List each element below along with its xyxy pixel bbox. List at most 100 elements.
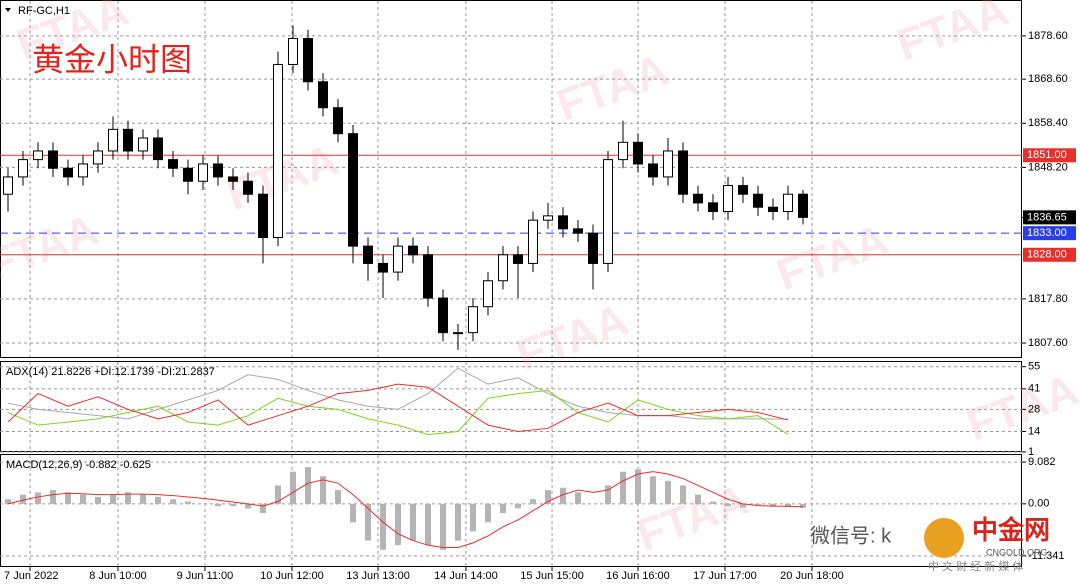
candle-body [47, 150, 58, 169]
histogram-bar [634, 469, 641, 504]
histogram-bar [754, 503, 761, 506]
macd-frame [0, 454, 1022, 567]
histogram-bar [34, 492, 41, 504]
panel-title: MACD(12,26,9) -0.882 -0.625 [6, 459, 151, 471]
candle-body [527, 219, 538, 264]
candle-body [287, 38, 298, 65]
histogram-bar [334, 490, 341, 504]
x-tick-label: 16 Jun 16:00 [606, 570, 670, 582]
candle-body [137, 137, 148, 152]
histogram-bar [454, 503, 461, 541]
histogram-bar [769, 503, 776, 507]
watermark: FTAA [771, 215, 895, 300]
candle-body [497, 254, 508, 282]
title-arrow [5, 8, 11, 12]
histogram-bar [214, 503, 221, 507]
histogram-bar [274, 485, 281, 504]
level-label: 1828.00 [1027, 249, 1067, 261]
histogram-bar [694, 494, 701, 504]
candle-body [737, 185, 748, 195]
histogram-bar [799, 503, 806, 508]
histogram-bar [184, 501, 191, 504]
candle-body [707, 202, 718, 213]
histogram-bar [439, 503, 446, 550]
candle-body [347, 133, 358, 247]
y-tick-label: 1848.20 [1028, 161, 1068, 173]
y-tick-label: 1858.40 [1028, 117, 1068, 129]
histogram-bar [709, 501, 716, 504]
candle-body [662, 150, 673, 178]
annotation: 黄金小时图 [32, 41, 192, 77]
histogram-bar [244, 503, 251, 509]
candle-body [677, 150, 688, 195]
histogram-bar [529, 499, 536, 504]
candle-body [152, 137, 163, 161]
histogram-bar [4, 499, 11, 504]
candle-body [122, 128, 133, 152]
candle-body [512, 254, 523, 264]
x-tick-label: 15 Jun 15:00 [520, 570, 584, 582]
histogram-bar [469, 503, 476, 532]
wechat-id: 微信号: k [810, 524, 892, 547]
candle-body [767, 206, 778, 213]
histogram-bar [259, 503, 266, 514]
candle-body [317, 81, 328, 109]
histogram-bar [409, 503, 416, 541]
level-tag [1023, 247, 1076, 262]
candle-body [302, 38, 313, 83]
x-tick-label: 7 Jun 2022 [4, 570, 58, 582]
last-price-tag [1023, 210, 1076, 225]
histogram-bar [169, 499, 176, 504]
candle-body [752, 193, 763, 208]
candle-body [212, 163, 223, 178]
histogram-bar [724, 503, 731, 507]
histogram-bar [364, 503, 371, 541]
histogram-bar [664, 480, 671, 504]
histogram-bar [379, 503, 386, 550]
histogram-bar [739, 503, 746, 508]
candle-body [32, 150, 43, 161]
last-price-label: 1836.65 [1027, 211, 1067, 223]
level-label: 1833.00 [1027, 227, 1067, 239]
y-tick-label: 1817.80 [1028, 293, 1068, 305]
watermark: FTAA [0, 205, 105, 290]
logo-mark [924, 518, 964, 558]
y-tick-label: 0.00 [1028, 498, 1049, 510]
histogram-bar [289, 471, 296, 504]
histogram-bar [559, 487, 566, 504]
candle-body [542, 215, 553, 221]
candle-body [167, 159, 178, 169]
candle-body [587, 232, 598, 264]
histogram-bar [424, 503, 431, 546]
histogram-bar [304, 467, 311, 504]
x-tick-label: 17 Jun 17:00 [693, 570, 757, 582]
candle-body [722, 185, 733, 213]
panel-title: RF-GC,H1 [18, 5, 70, 17]
y-tick-label: 14 [1028, 425, 1040, 437]
histogram-bar [139, 494, 146, 504]
candle-body [242, 180, 253, 195]
candle-body [617, 141, 628, 161]
histogram-bar [319, 476, 326, 504]
histogram-bar [514, 503, 521, 509]
candle-body [227, 176, 238, 182]
watermarks: FTAAFTAAFTAAFTAAFTAAFTAAFTAAFTAAFTAA [0, 0, 1080, 560]
brand-domain: CNGOLD.ORG [986, 547, 1048, 557]
y-tick-label: 1868.60 [1028, 73, 1068, 85]
candle-body [647, 163, 658, 178]
candle-body [182, 167, 193, 182]
y-tick-label: 41 [1028, 383, 1040, 395]
indicator-line [7, 383, 789, 432]
level-tag [1023, 226, 1076, 241]
signal-line [7, 471, 804, 548]
watermark: FTAA [551, 45, 675, 130]
histogram-bar [154, 496, 161, 504]
histogram-bar [499, 503, 506, 514]
candle-body [107, 128, 118, 152]
candle-body [17, 159, 28, 178]
y-tick-label: 55 [1028, 361, 1040, 373]
histogram-bar [544, 490, 551, 504]
histogram-bar [784, 503, 791, 507]
x-tick-label: 14 Jun 14:00 [434, 570, 498, 582]
